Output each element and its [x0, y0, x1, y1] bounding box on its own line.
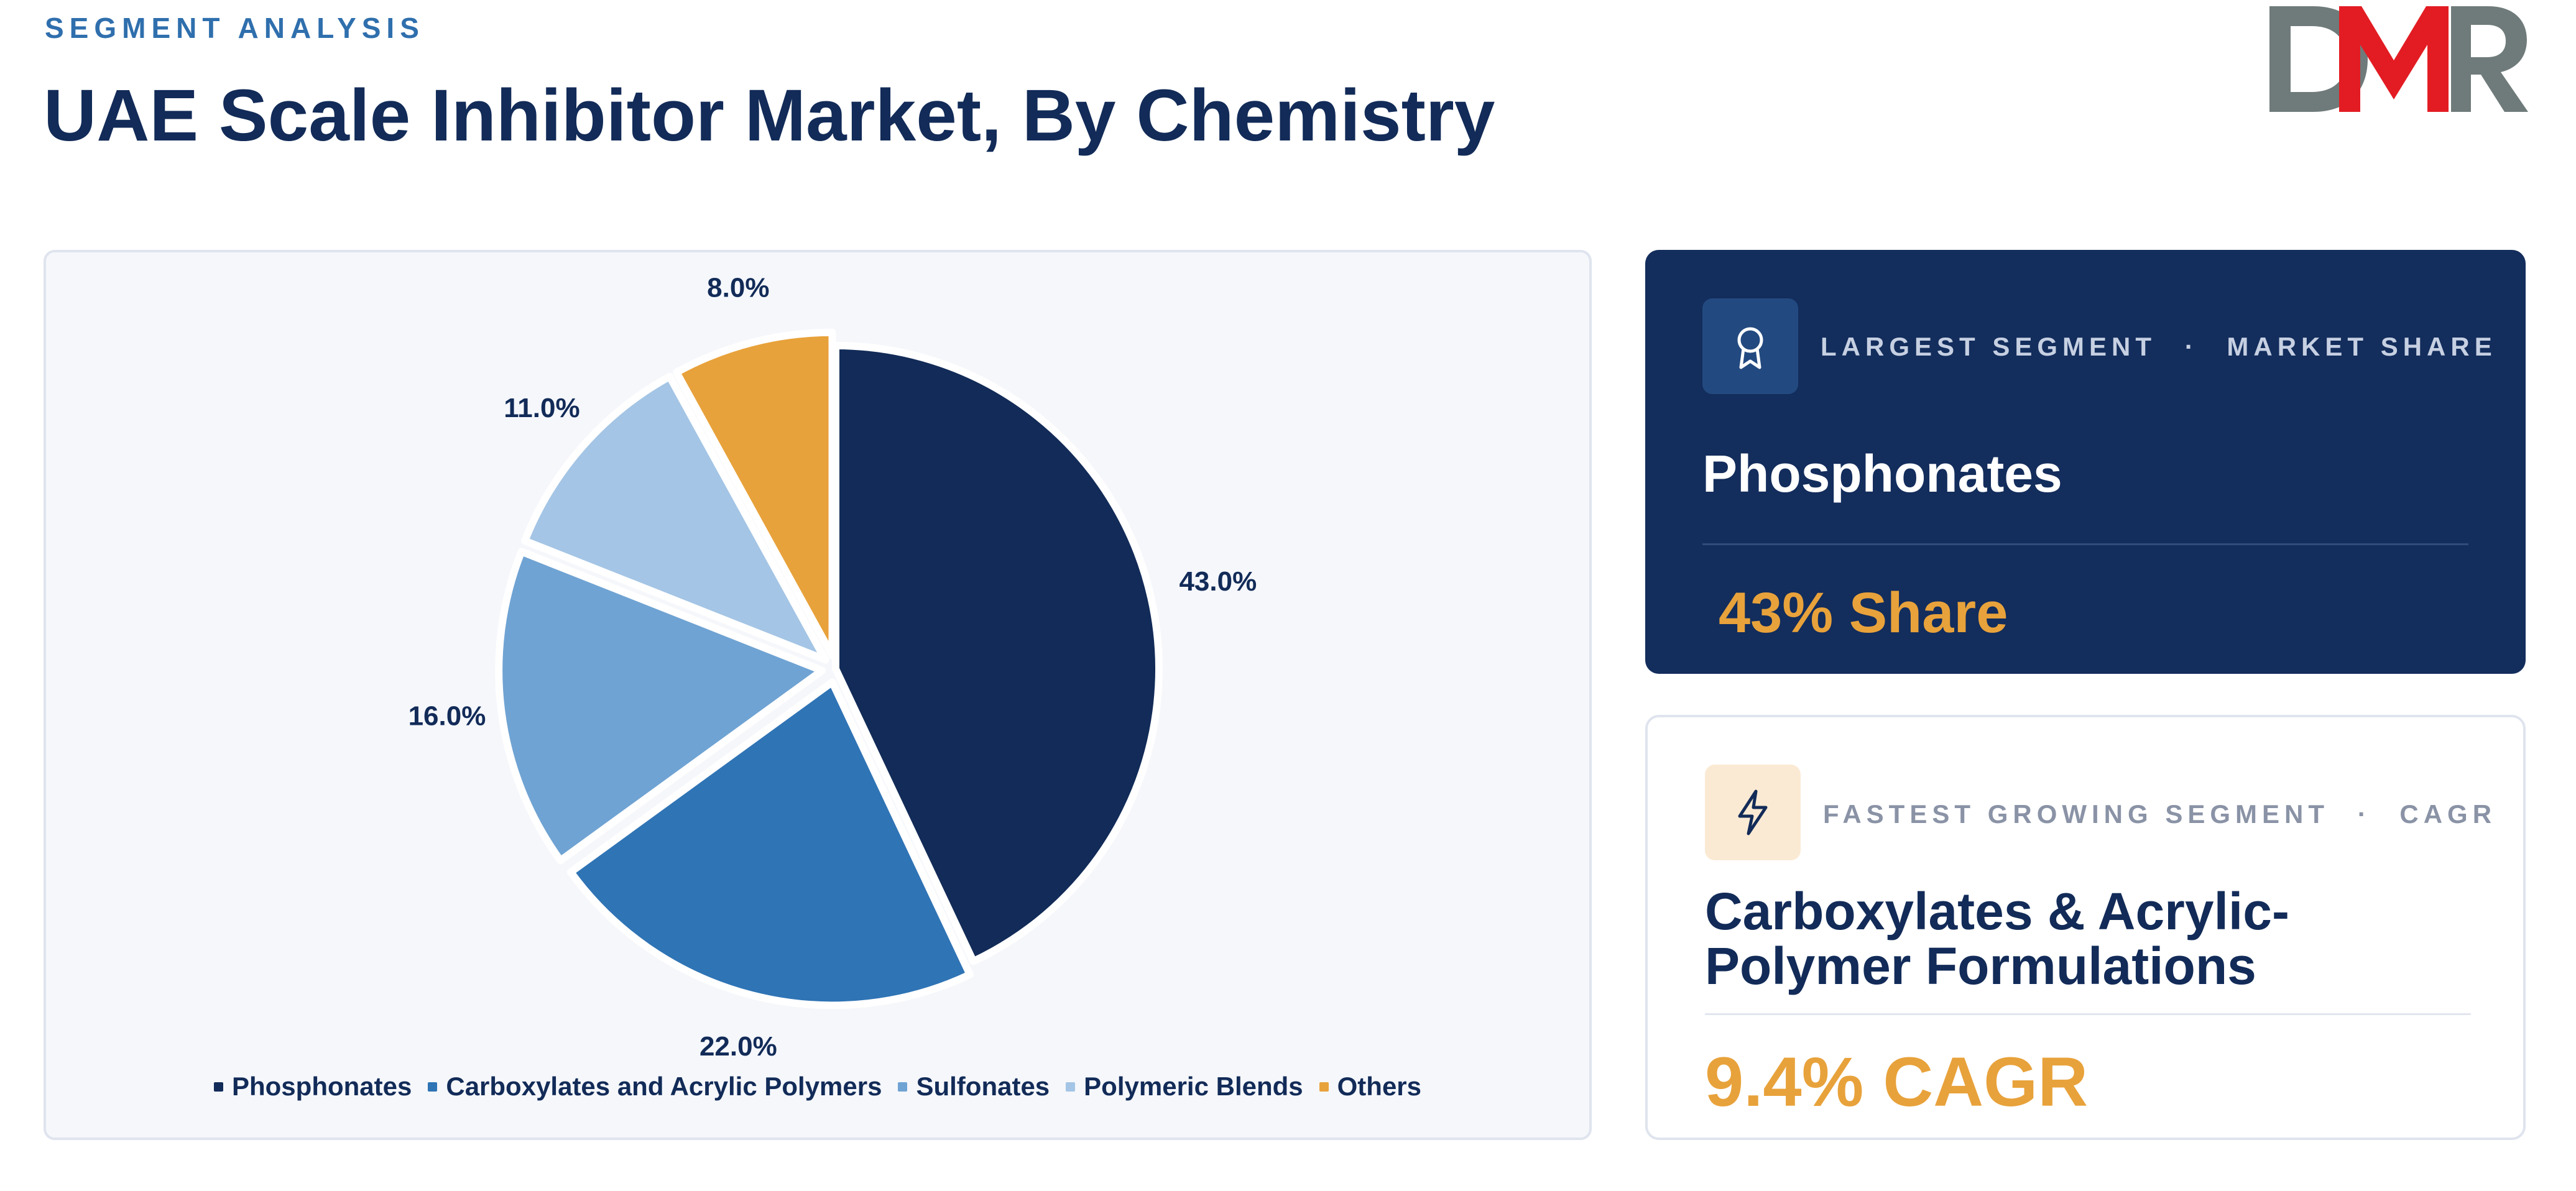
award-icon	[1702, 298, 1798, 394]
legend-item-polymeric-blends: Polymeric Blends	[1066, 1072, 1303, 1101]
largest-segment-card: LARGEST SEGMENT · MARKET SHARE Phosphona…	[1645, 250, 2526, 674]
page-title: UAE Scale Inhibitor Market, By Chemistry	[44, 75, 1495, 157]
pie-slice-phosphonates	[832, 342, 1163, 965]
data-label-others: 8.0%	[707, 272, 769, 303]
legend-label: Polymeric Blends	[1084, 1072, 1303, 1101]
largest-segment-name: Phosphonates	[1702, 444, 2062, 503]
data-label-polymeric-blends: 11.0%	[504, 393, 579, 423]
fastest-segment-cagr: 9.4% CAGR	[1705, 1043, 2089, 1121]
eyebrow-separator: ·	[2357, 799, 2371, 829]
largest-segment-share: 43% Share	[1719, 581, 2008, 645]
pie-slice-polymeric-blends	[521, 372, 829, 664]
pie-slice-others	[673, 328, 836, 660]
largest-segment-eyebrow: LARGEST SEGMENT · MARKET SHARE	[1821, 332, 2497, 361]
legend-item-others: Others	[1319, 1072, 1421, 1101]
pie-chart-card: 43.0% 22.0% 16.0% 11.0% 8.0% Phosphonates Car…	[44, 250, 1592, 1140]
legend-swatch	[898, 1082, 908, 1092]
divider	[1705, 1013, 2471, 1015]
pie-slice-sulfonates	[495, 548, 826, 865]
legend-label: Phosphonates	[231, 1072, 412, 1101]
legend-label: Others	[1337, 1072, 1422, 1101]
fastest-segment-card: FASTEST GROWING SEGMENT · CAGR Carboxyla…	[1645, 715, 2526, 1140]
data-label-phosphonates: 43.0%	[1179, 566, 1257, 597]
legend-swatch	[1319, 1082, 1329, 1092]
pie-chart: 43.0% 22.0% 16.0% 11.0% 8.0%	[409, 272, 1257, 1062]
legend-swatch	[1066, 1082, 1076, 1092]
legend-label: Sulfonates	[916, 1072, 1050, 1101]
section-eyebrow: SEGMENT ANALYSIS	[45, 12, 425, 44]
dmr-logo	[2269, 6, 2528, 112]
logo-letter-r	[2451, 6, 2528, 112]
legend-item-phosphonates: Phosphonates	[213, 1072, 412, 1101]
data-label-carboxylates-and-acrylic-polymers: 22.0%	[699, 1031, 777, 1062]
fastest-segment-eyebrow: FASTEST GROWING SEGMENT · CAGR	[1823, 799, 2497, 829]
legend-item-carboxylates-and-acrylic-polymers: Carboxylates and Acrylic Polymers	[428, 1072, 882, 1101]
divider	[1702, 543, 2468, 545]
chart-legend: Phosphonates Carboxylates and Acrylic Pol…	[46, 1072, 1589, 1101]
fastest-segment-name: Carboxylates & Acrylic-Polymer Formulati…	[1705, 882, 2289, 995]
legend-swatch	[213, 1082, 223, 1092]
legend-swatch	[428, 1082, 438, 1092]
lightning-icon	[1705, 765, 1801, 860]
legend-label: Carboxylates and Acrylic Polymers	[446, 1072, 882, 1101]
pie-slice-carboxylates-and-acrylic-polymers	[566, 678, 974, 1009]
eyebrow-separator: ·	[2184, 332, 2199, 361]
data-label-sulfonates: 16.0%	[409, 701, 486, 732]
logo-letter-m	[2339, 6, 2449, 112]
legend-item-sulfonates: Sulfonates	[898, 1072, 1050, 1101]
